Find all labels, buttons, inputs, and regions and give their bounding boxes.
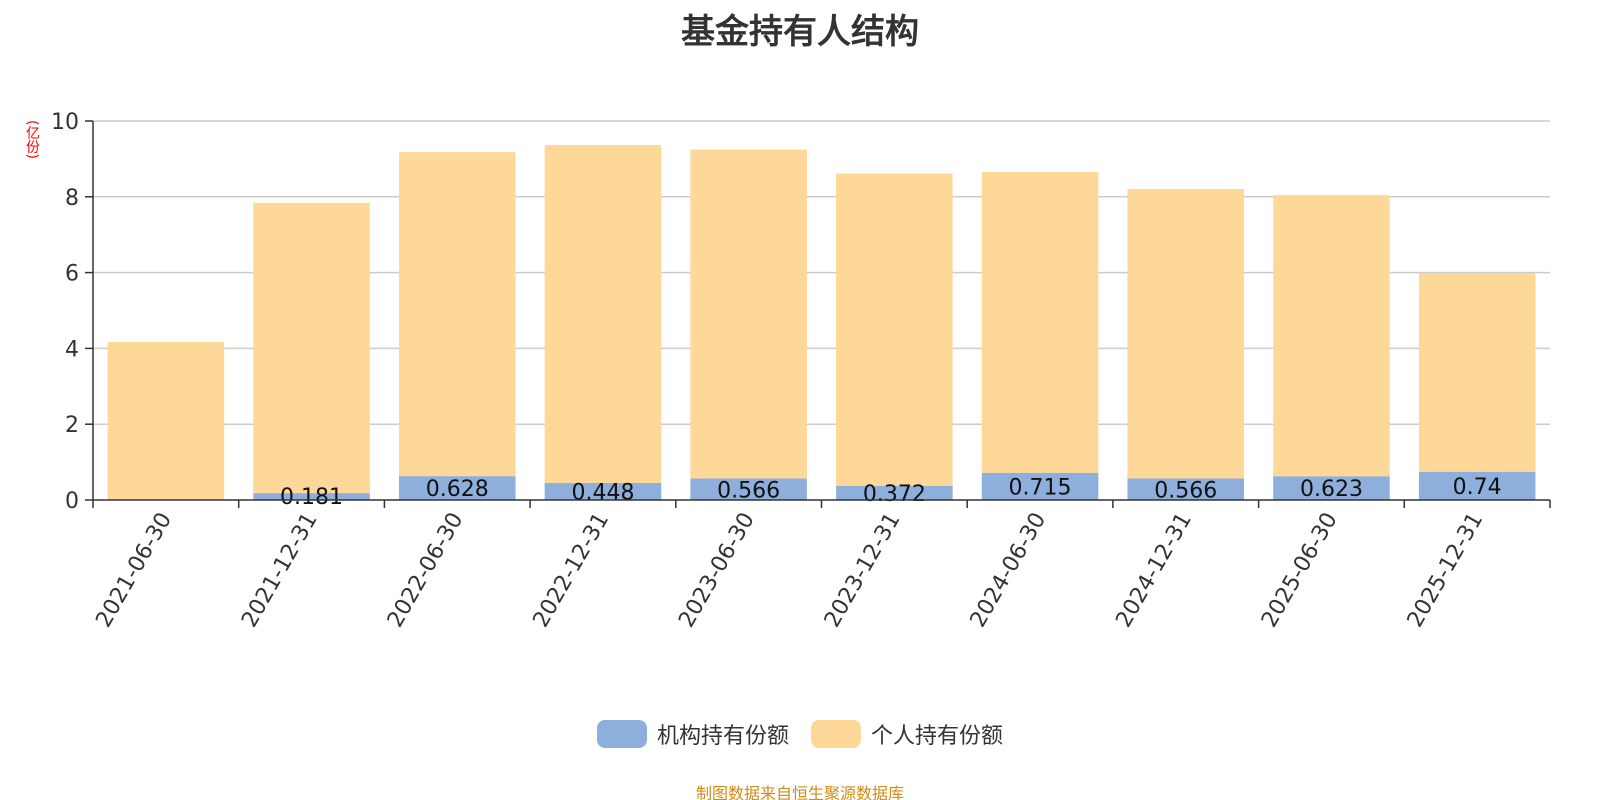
data-label-institutional: 0.74 [1453,475,1502,500]
data-label-institutional: 0.715 [1009,475,1072,500]
y-tick-label: 10 [51,110,79,135]
y-tick-label: 6 [65,262,79,287]
x-tick-label: 2021-12-31 [237,509,323,632]
legend-item-individual[interactable]: 个人持有份额 [811,718,1003,750]
bar-institutional [1127,478,1245,500]
y-axis-unit: (亿份) [24,120,40,159]
bar-individual [836,173,953,486]
legend-label-institutional: 机构持有份额 [656,724,789,749]
x-tick-label: 2024-12-31 [1111,509,1197,632]
legend-swatch-individual [811,720,861,748]
bar-institutional [253,493,370,500]
bar-individual [253,202,370,494]
x-tick-label: 2021-06-30 [91,509,177,632]
bar-individual [544,144,662,484]
bar-individual [1127,188,1245,479]
bar-institutional [981,472,1099,500]
bar-individual [981,171,1099,473]
x-tick-label: 2024-06-30 [966,509,1052,632]
bar-individual [1273,195,1390,477]
y-tick-label: 4 [65,337,79,362]
x-tick-label: 2025-12-31 [1403,509,1489,632]
bar-institutional [836,485,953,500]
data-label-institutional: 0.448 [571,481,634,506]
x-tick-label: 2025-06-30 [1257,509,1343,632]
legend-swatch-institutional [596,720,647,748]
bar-institutional [544,483,662,500]
data-source-note: 制图数据来自恒生聚源数据库 [695,784,904,800]
bar-individual [1418,272,1536,472]
data-label-institutional: 0.372 [863,482,926,507]
legend-item-institutional[interactable]: 机构持有份额 [596,718,789,750]
data-label-institutional: 0.566 [717,478,780,503]
y-tick-label: 2 [65,413,79,438]
legend-label-individual: 个人持有份额 [871,724,1004,749]
data-label-institutional: 0.181 [280,485,343,510]
x-tick-label: 2022-06-30 [383,509,469,632]
legend: 机构持有份额 个人持有份额 [0,718,1600,750]
x-tick-label: 2022-12-31 [529,509,615,632]
y-tick-label: 8 [65,186,79,211]
data-label-institutional: 0.623 [1300,477,1363,502]
bar-institutional [1418,471,1536,500]
bar-institutional [690,478,807,500]
data-label-institutional: 0.566 [1154,478,1217,503]
chart-title: 基金持有人结构 [681,12,919,52]
x-tick-label: 2023-12-31 [820,509,906,632]
x-tick-label: 2023-06-30 [674,509,760,632]
data-label-institutional: 0.628 [426,477,489,502]
bar-institutional [1273,476,1390,500]
y-tick-label: 0 [65,489,79,514]
bar-individual [690,149,807,479]
bar-individual [107,341,225,500]
bar-institutional [398,476,516,500]
bar-individual [398,152,516,477]
